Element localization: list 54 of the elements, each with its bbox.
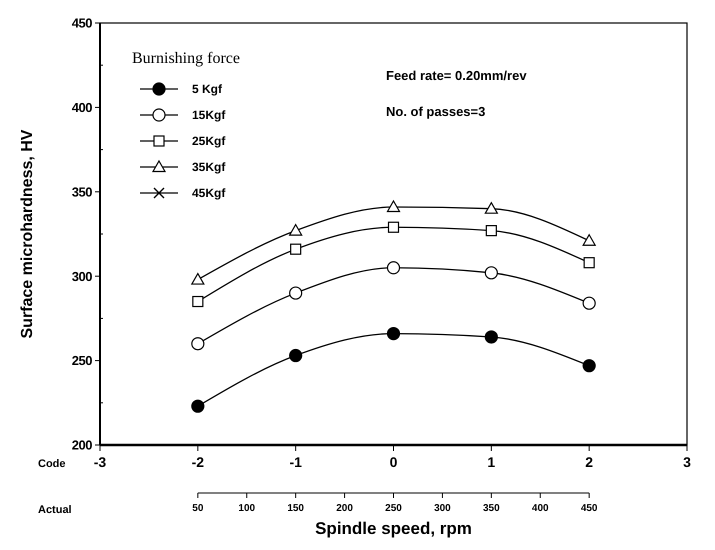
annotation: Feed rate= 0.20mm/rev <box>386 68 528 83</box>
point <box>484 330 498 344</box>
point <box>386 261 400 274</box>
x2-tick-label: 50 <box>192 503 204 514</box>
annotation: No. of passes=3 <box>386 104 486 119</box>
y-tick-label: 250 <box>72 353 92 368</box>
point <box>191 337 204 350</box>
x2-tick-label: 300 <box>434 503 452 514</box>
point <box>486 225 497 236</box>
point <box>289 224 302 236</box>
y-tick-label: 300 <box>72 268 92 284</box>
point <box>191 272 204 285</box>
x-tick-label: -2 <box>192 454 204 470</box>
point <box>388 222 400 233</box>
point <box>289 348 302 362</box>
point <box>386 326 400 340</box>
x-tick-label: 0 <box>390 454 398 470</box>
y-tick-label: 200 <box>72 438 92 453</box>
x-tick-label: 1 <box>487 454 496 470</box>
point <box>386 200 400 212</box>
x2-tick-label: 150 <box>287 503 304 514</box>
x2-tick-label: 200 <box>336 503 354 514</box>
legend-label: 35Kgf <box>192 160 226 174</box>
point <box>484 202 498 214</box>
y-tick-label: 400 <box>72 100 92 115</box>
x2-tick-label: 100 <box>238 503 256 514</box>
x2-tick-label: 250 <box>385 503 402 514</box>
point <box>582 234 596 246</box>
point <box>582 359 596 372</box>
legend-title: Burnishing force <box>132 50 240 67</box>
point <box>584 257 595 268</box>
y-tick-label: 350 <box>72 184 92 200</box>
point <box>582 296 596 310</box>
legend-label: 45Kgf <box>192 186 226 200</box>
text: Actual <box>38 504 72 516</box>
legend-label: 5 Kgf <box>192 82 224 96</box>
text: Code <box>38 458 66 470</box>
y-tick-label: 450 <box>72 16 92 31</box>
point <box>290 244 302 255</box>
x2-tick-label: 400 <box>532 503 550 514</box>
point <box>289 286 302 300</box>
legend-label: 15Kgf <box>192 108 226 122</box>
point <box>192 296 204 308</box>
x-tick-label: 3 <box>683 454 692 470</box>
x-tick-label: 2 <box>585 454 594 470</box>
x-tick-label: -3 <box>94 454 106 470</box>
point <box>191 400 204 413</box>
x-tick-label: -1 <box>289 454 302 470</box>
x-axis-title: Spindle speed, rpm <box>315 519 472 538</box>
x2-tick-label: 350 <box>482 503 500 514</box>
legend-label: 25Kgf <box>192 134 226 148</box>
x2-tick-label: 450 <box>580 503 598 514</box>
point <box>484 266 498 280</box>
y-axis-title: Surface microhardness, HV <box>19 129 36 338</box>
